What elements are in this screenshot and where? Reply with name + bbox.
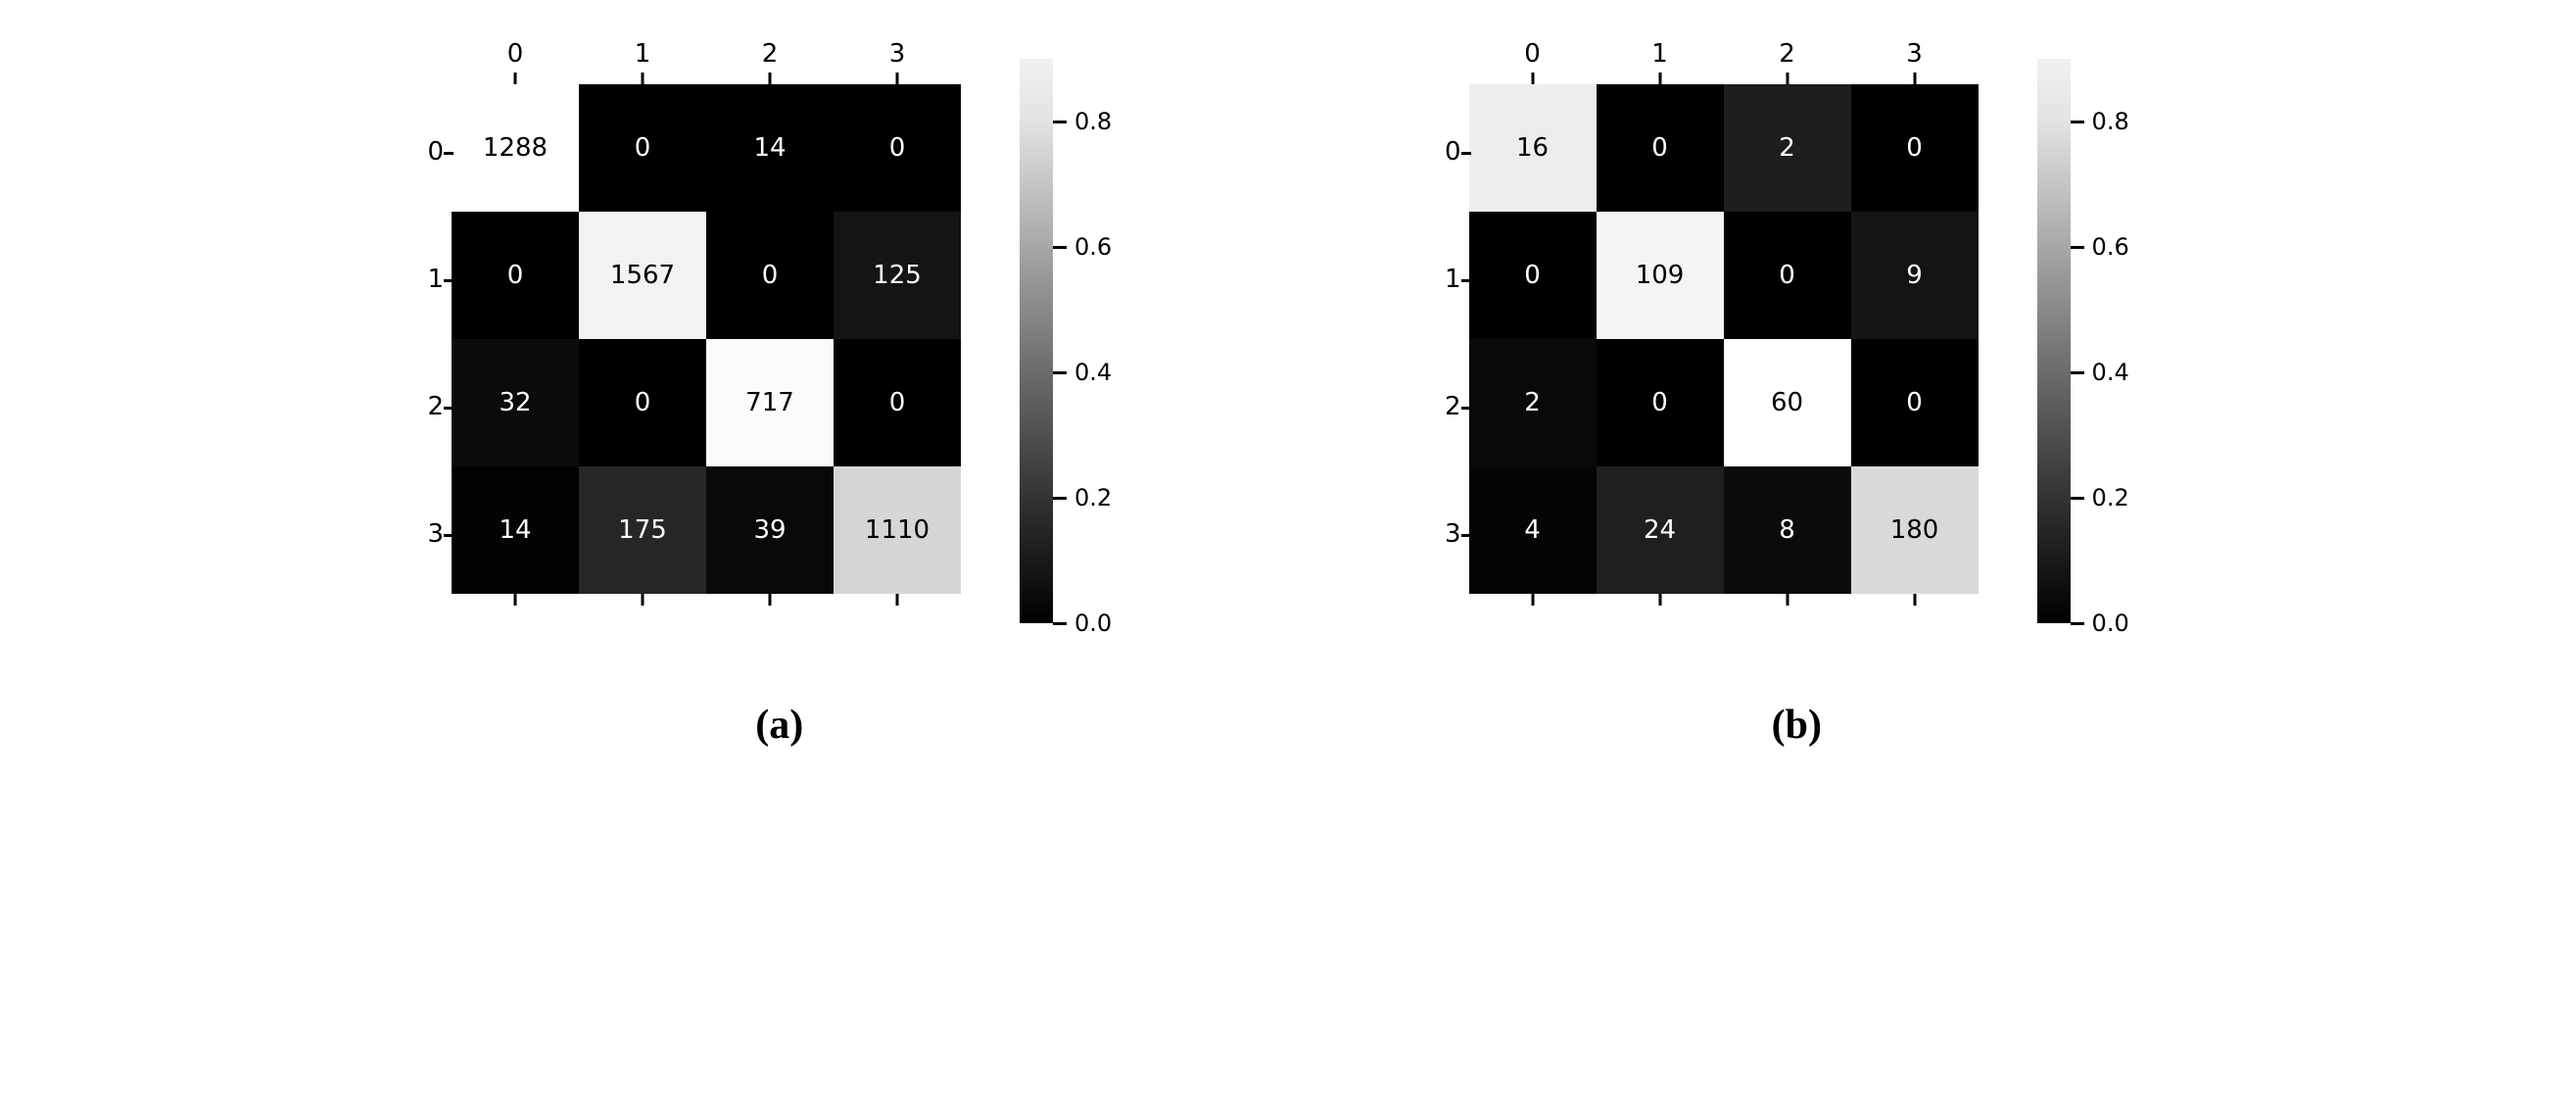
panel-a: 0 1 2 3 0 1 2 3 128801400156701253207170… xyxy=(427,39,1131,749)
plot-core-a: 0 1 2 3 12880140015670125320717014175391… xyxy=(452,39,961,594)
heatmap-cell: 2 xyxy=(1724,84,1851,212)
panel-b: 0 1 2 3 0 1 2 3 16020010909206004248180 xyxy=(1445,39,2149,749)
xtick-label: 1 xyxy=(1597,39,1724,84)
plot-wrap-a: 0 1 2 3 0 1 2 3 128801400156701253207170… xyxy=(427,39,1131,623)
ytick-label: 0 xyxy=(427,88,444,216)
colorbar-tick: 0.4 xyxy=(1053,359,1112,386)
heatmap-cell: 60 xyxy=(1724,339,1851,466)
heatmap-cell: 39 xyxy=(706,466,834,594)
heatmap-cell: 0 xyxy=(1597,339,1724,466)
ytick-label: 2 xyxy=(1445,343,1461,470)
heatmap-cell: 1567 xyxy=(579,212,706,339)
xtick-label: 3 xyxy=(1851,39,1979,84)
heatmap-cell: 0 xyxy=(452,212,579,339)
heatmap-cell: 0 xyxy=(579,339,706,466)
colorbar-tick: 0.8 xyxy=(1053,108,1112,135)
heatmap-cell: 0 xyxy=(1469,212,1597,339)
heatmap-cell: 0 xyxy=(834,339,961,466)
heatmap-grid-b: 16020010909206004248180 xyxy=(1469,84,1979,594)
heatmap-cell: 24 xyxy=(1597,466,1724,594)
heatmap-cell: 2 xyxy=(1469,339,1597,466)
colorbar-wrap-a: 0.80.60.40.20.0 xyxy=(1020,59,1131,623)
heatmap-grid-a: 12880140015670125320717014175391110 xyxy=(452,84,961,594)
colorbar-tick: 0.0 xyxy=(1053,609,1112,637)
heatmap-cell: 717 xyxy=(706,339,834,466)
ytick-label: 1 xyxy=(427,216,444,343)
heatmap-cell: 180 xyxy=(1851,466,1979,594)
colorbar-b xyxy=(2037,59,2071,623)
subcaption-b: (b) xyxy=(1772,702,1822,749)
xtick-label: 1 xyxy=(579,39,706,84)
plot-wrap-b: 0 1 2 3 0 1 2 3 16020010909206004248180 xyxy=(1445,39,2149,623)
colorbar-ticks-a: 0.80.60.40.20.0 xyxy=(1053,59,1131,623)
colorbar-tick: 0.2 xyxy=(2071,484,2129,511)
yaxis-a: 0 1 2 3 xyxy=(427,88,452,598)
colorbar-ticks-b: 0.80.60.40.20.0 xyxy=(2071,59,2149,623)
colorbar-wrap-b: 0.80.60.40.20.0 xyxy=(2037,59,2149,623)
heatmap-cell: 1288 xyxy=(452,84,579,212)
heatmap-cell: 4 xyxy=(1469,466,1597,594)
colorbar-tick: 0.0 xyxy=(2071,609,2129,637)
ytick-label: 1 xyxy=(1445,216,1461,343)
heatmap-cell: 0 xyxy=(1597,84,1724,212)
figure-row: 0 1 2 3 0 1 2 3 128801400156701253207170… xyxy=(427,39,2148,749)
heatmap-cell: 125 xyxy=(834,212,961,339)
heatmap-cell: 8 xyxy=(1724,466,1851,594)
heatmap-cell: 16 xyxy=(1469,84,1597,212)
ytick-label: 2 xyxy=(427,343,444,470)
xtick-label: 0 xyxy=(452,39,579,84)
heatmap-cell: 109 xyxy=(1597,212,1724,339)
ytick-label: 0 xyxy=(1445,88,1461,216)
colorbar-tick: 0.6 xyxy=(1053,233,1112,261)
ytick-label: 3 xyxy=(427,470,444,598)
colorbar-tick: 0.6 xyxy=(2071,233,2129,261)
colorbar-tick: 0.4 xyxy=(2071,359,2129,386)
heatmap-cell: 14 xyxy=(452,466,579,594)
ytick-label: 3 xyxy=(1445,470,1461,598)
heatmap-cell: 175 xyxy=(579,466,706,594)
heatmap-cell: 9 xyxy=(1851,212,1979,339)
heatmap-cell: 0 xyxy=(579,84,706,212)
xaxis-top-a: 0 1 2 3 xyxy=(452,39,961,84)
xtick-label: 3 xyxy=(834,39,961,84)
xtick-label: 2 xyxy=(706,39,834,84)
xtick-label: 2 xyxy=(1724,39,1851,84)
xtick-label: 0 xyxy=(1469,39,1597,84)
heatmap-cell: 0 xyxy=(706,212,834,339)
colorbar-tick: 0.8 xyxy=(2071,108,2129,135)
heatmap-cell: 32 xyxy=(452,339,579,466)
heatmap-cell: 0 xyxy=(1724,212,1851,339)
yaxis-b: 0 1 2 3 xyxy=(1445,88,1469,598)
xaxis-top-b: 0 1 2 3 xyxy=(1469,39,1979,84)
heatmap-cell: 0 xyxy=(834,84,961,212)
subcaption-a: (a) xyxy=(755,702,803,749)
heatmap-cell: 0 xyxy=(1851,84,1979,212)
heatmap-cell: 0 xyxy=(1851,339,1979,466)
colorbar-tick: 0.2 xyxy=(1053,484,1112,511)
plot-core-b: 0 1 2 3 16020010909206004248180 xyxy=(1469,39,1979,594)
heatmap-cell: 14 xyxy=(706,84,834,212)
heatmap-cell: 1110 xyxy=(834,466,961,594)
colorbar-a xyxy=(1020,59,1053,623)
